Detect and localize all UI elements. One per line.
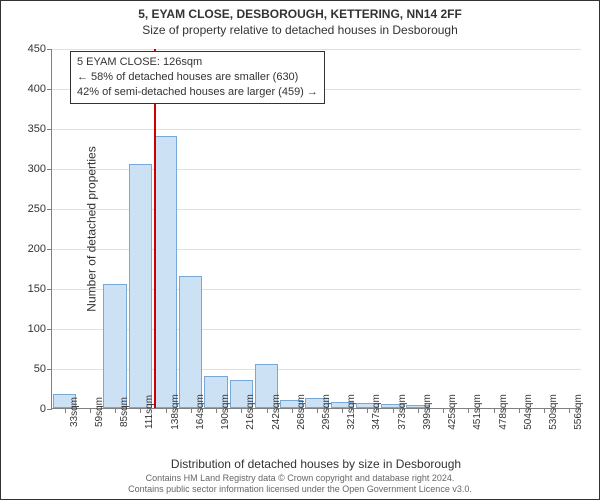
x-tick-mark (292, 408, 293, 413)
callout-box: 5 EYAM CLOSE: 126sqm← 58% of detached ho… (70, 51, 325, 104)
x-tick-mark (115, 408, 116, 413)
x-tick-mark (468, 408, 469, 413)
x-tick-label: 451sqm (472, 394, 483, 430)
y-tick-label: 0 (40, 403, 46, 415)
histogram-bar (179, 276, 202, 408)
y-tick-mark (47, 409, 52, 410)
histogram-bar (154, 136, 177, 408)
x-tick-mark (65, 408, 66, 413)
y-axis-label: Number of detached properties (85, 146, 99, 311)
x-tick-mark (241, 408, 242, 413)
x-tick-mark (544, 408, 545, 413)
y-tick-mark (47, 129, 52, 130)
y-tick-label: 150 (28, 283, 46, 295)
x-tick-mark (443, 408, 444, 413)
x-tick-mark (519, 408, 520, 413)
x-tick-label: 556sqm (573, 394, 584, 430)
x-tick-label: 321sqm (346, 394, 357, 430)
footer-attribution: Contains HM Land Registry data © Crown c… (1, 473, 599, 496)
x-tick-label: 425sqm (447, 394, 458, 430)
y-tick-mark (47, 329, 52, 330)
x-tick-label: 373sqm (397, 394, 408, 430)
y-tick-mark (47, 369, 52, 370)
x-tick-label: 504sqm (523, 394, 534, 430)
gridline (52, 49, 581, 50)
chart-container: 5, EYAM CLOSE, DESBOROUGH, KETTERING, NN… (0, 0, 600, 500)
x-tick-mark (342, 408, 343, 413)
footer-line-1: Contains HM Land Registry data © Crown c… (1, 473, 599, 484)
callout-line: 5 EYAM CLOSE: 126sqm (77, 55, 318, 70)
x-tick-label: 295sqm (321, 394, 332, 430)
x-tick-mark (90, 408, 91, 413)
y-tick-label: 200 (28, 243, 46, 255)
y-tick-mark (47, 49, 52, 50)
x-tick-mark (367, 408, 368, 413)
y-tick-label: 100 (28, 323, 46, 335)
x-tick-label: 399sqm (422, 394, 433, 430)
histogram-bar (103, 284, 126, 408)
y-tick-label: 400 (28, 83, 46, 95)
x-axis-label: Distribution of detached houses by size … (51, 457, 581, 471)
x-tick-label: 478sqm (498, 394, 509, 430)
x-tick-mark (418, 408, 419, 413)
plot-area: 05010015020025030035040045033sqm59sqm85s… (51, 49, 581, 409)
y-tick-label: 300 (28, 163, 46, 175)
callout-line: 42% of semi-detached houses are larger (… (77, 85, 318, 100)
callout-line: ← 58% of detached houses are smaller (63… (77, 70, 318, 85)
x-tick-mark (216, 408, 217, 413)
chart-title: 5, EYAM CLOSE, DESBOROUGH, KETTERING, NN… (1, 7, 599, 21)
x-tick-mark (140, 408, 141, 413)
y-tick-label: 50 (34, 363, 46, 375)
y-tick-mark (47, 89, 52, 90)
x-tick-mark (317, 408, 318, 413)
x-tick-mark (166, 408, 167, 413)
gridline (52, 129, 581, 130)
x-tick-label: 347sqm (371, 394, 382, 430)
y-tick-label: 450 (28, 43, 46, 55)
x-tick-mark (267, 408, 268, 413)
y-tick-label: 350 (28, 123, 46, 135)
x-tick-mark (569, 408, 570, 413)
x-tick-mark (494, 408, 495, 413)
y-tick-mark (47, 249, 52, 250)
x-tick-mark (191, 408, 192, 413)
x-tick-label: 33sqm (69, 397, 80, 427)
y-tick-mark (47, 289, 52, 290)
chart-subtitle: Size of property relative to detached ho… (1, 23, 599, 37)
y-tick-mark (47, 169, 52, 170)
y-tick-label: 250 (28, 203, 46, 215)
y-tick-mark (47, 209, 52, 210)
x-tick-label: 530sqm (548, 394, 559, 430)
plot-inner: 05010015020025030035040045033sqm59sqm85s… (51, 49, 581, 409)
histogram-bar (129, 164, 152, 408)
x-tick-mark (393, 408, 394, 413)
footer-line-2: Contains public sector information licen… (1, 484, 599, 495)
